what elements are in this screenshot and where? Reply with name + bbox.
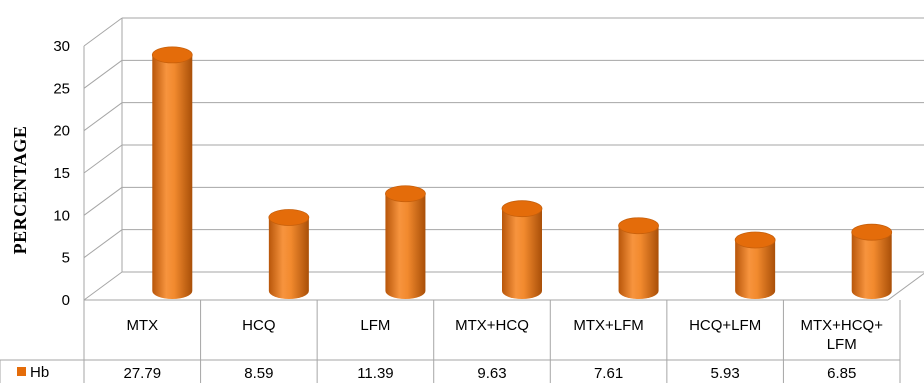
gridline-depth (83, 271, 123, 301)
category-label: MTX+HCQ+ LFM (800, 317, 883, 353)
bar-body (268, 217, 309, 299)
bar (501, 200, 543, 299)
category-label: MTX+LFM (573, 317, 643, 334)
bars (151, 46, 893, 300)
gridlines (83, 17, 924, 301)
bar (618, 217, 659, 299)
gridline-depth (83, 186, 123, 216)
category-label: HCQ (242, 317, 275, 334)
bar (268, 209, 310, 299)
y-tick-label: 10 (53, 207, 70, 224)
bar-body (618, 225, 659, 299)
data-value-label: 7.61 (594, 365, 623, 382)
bar-top (851, 223, 893, 241)
data-value-label: 5.93 (711, 365, 740, 382)
category-label: MTX+HCQ (455, 317, 529, 334)
gridline-depth (83, 144, 123, 174)
bar-body (385, 193, 426, 299)
bar-body (502, 208, 542, 299)
data-value-label: 11.39 (357, 365, 393, 382)
bar-top (734, 231, 776, 249)
bar-body (851, 232, 892, 299)
y-axis: 0 5 10 15 20 25 30 (53, 38, 70, 309)
data-value-label: 27.79 (124, 365, 162, 382)
y-tick-label: 5 (62, 250, 70, 267)
y-tick-label: 15 (53, 165, 70, 182)
y-axis-label: PERCENTAGE (10, 126, 30, 255)
bar-top (501, 200, 543, 218)
gridline-depth (83, 229, 123, 259)
bar (851, 223, 893, 299)
legend-swatch (17, 367, 26, 376)
category-label: MTX (126, 317, 158, 334)
bar-top (618, 217, 659, 235)
data-table: Hb MTX 27.79 HCQ 8.59 LFM 11.39 MTX+HCQ 9.63 MTX+… (0, 300, 901, 383)
y-tick-label: 0 (62, 292, 70, 309)
bar (151, 46, 193, 300)
category-label: HCQ+LFM (689, 317, 761, 334)
bar-body (735, 239, 776, 299)
bar-top (268, 209, 310, 226)
y-tick-label: 20 (53, 123, 70, 140)
gridline-depth (83, 102, 123, 132)
bar-body (152, 54, 193, 300)
bar (734, 231, 776, 299)
y-tick-label: 30 (53, 38, 70, 55)
floor-edge-right (887, 272, 924, 301)
bar-top (151, 46, 193, 64)
data-value-label: 6.85 (827, 365, 856, 382)
legend-label: Hb (30, 364, 49, 381)
category-label: LFM (360, 317, 390, 334)
bar (385, 185, 426, 299)
data-value-label: 8.59 (244, 365, 273, 382)
y-tick-label: 25 (53, 80, 70, 97)
gridline-depth (83, 17, 123, 47)
data-value-label: 9.63 (477, 365, 506, 382)
bar-top (385, 185, 426, 203)
gridline-depth (83, 59, 123, 89)
